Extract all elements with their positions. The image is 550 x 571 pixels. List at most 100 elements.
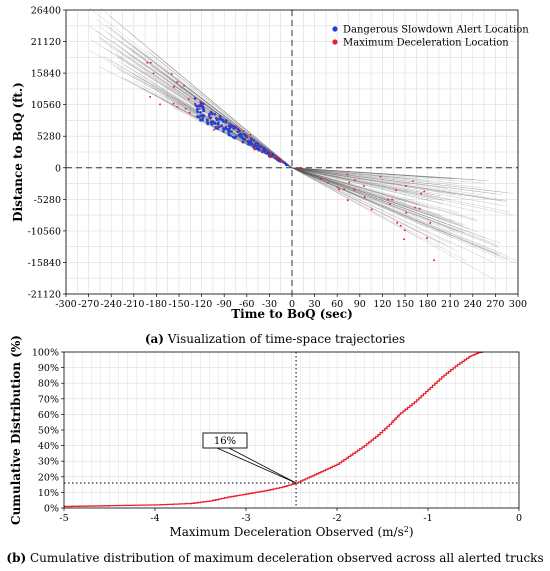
a-trajectory <box>99 66 420 180</box>
a-x-axis-label: Time to BoQ (sec) <box>231 307 353 321</box>
a-point-decel <box>235 125 238 128</box>
a-point-alert <box>255 147 258 151</box>
a-trajectory <box>120 37 486 239</box>
a-point-decel <box>149 61 152 64</box>
a-point-decel <box>403 238 406 241</box>
a-trajectory <box>163 60 495 244</box>
a-trajectory <box>144 53 455 222</box>
a-reference-lines <box>66 10 518 294</box>
a-point-alert <box>222 120 225 123</box>
a-x-tick-label: -240 <box>101 299 122 310</box>
a-x-tick-label: 270 <box>486 299 504 310</box>
a-point-decel <box>389 202 392 205</box>
b-x-ticks: -5 -4 -3 -2 -1 0 <box>59 508 522 524</box>
a-points <box>146 61 436 262</box>
a-trajectory <box>172 85 484 184</box>
a-point-decel <box>216 126 218 129</box>
a-point-alert <box>222 129 225 133</box>
a-y-tick-label: 15840 <box>31 69 61 80</box>
a-point-decel <box>396 221 399 224</box>
a-point-decel <box>423 190 426 193</box>
a-point-decel <box>403 229 406 232</box>
a-point-alert <box>208 114 211 117</box>
a-trajectory <box>150 50 482 214</box>
b-annotation-leader-2 <box>228 447 297 484</box>
a-point-alert <box>199 110 202 114</box>
a-point-decel <box>159 103 161 106</box>
b-cdf-line <box>64 351 484 508</box>
a-point-alert <box>205 118 209 122</box>
a-point-decel <box>405 185 408 187</box>
a-x-tick-label: 210 <box>441 299 459 310</box>
a-x-tick-label: 150 <box>396 299 414 310</box>
b-caption: (b) Cumulative distribution of maximum d… <box>6 551 543 565</box>
b-x-tick-label: -3 <box>241 513 250 524</box>
a-point-alert <box>224 120 228 124</box>
a-legend-label-decel: Maximum Deceleration Location <box>343 38 509 49</box>
a-point-alert <box>201 118 204 122</box>
a-point-decel <box>184 107 187 110</box>
a-trajectory <box>88 49 421 212</box>
a-legend-label-alert: Dangerous Slowdown Alert Location <box>343 25 529 36</box>
a-point-alert <box>225 127 228 130</box>
a-point-alert <box>227 131 231 135</box>
a-x-ticks: -300 -270 -240 -210 -180 -150 -120 -90 -60 -30 0 30… <box>55 294 527 310</box>
a-point-alert <box>271 153 274 157</box>
a-y-tick-label: 21120 <box>31 37 61 48</box>
a-x-tick-label: 0 <box>289 299 295 310</box>
a-point-alert <box>196 115 199 118</box>
b-x-tick-label: -4 <box>150 513 159 524</box>
a-point-decel <box>146 61 149 64</box>
a-x-tick-label: -90 <box>217 299 232 310</box>
b-annotation-text: 16% <box>214 436 236 447</box>
a-y-tick-label: -15840 <box>28 258 61 269</box>
a-point-decel <box>208 117 211 119</box>
a-point-alert <box>209 116 213 120</box>
a-point-decel <box>405 211 408 214</box>
b-y-tick-label: 80% <box>38 379 59 390</box>
a-point-decel <box>170 73 173 75</box>
a-point-decel <box>387 198 390 201</box>
b-x-tick-label: -2 <box>332 513 341 524</box>
a-point-decel <box>353 179 356 182</box>
b-annotation-leader-1 <box>216 447 297 484</box>
a-point-decel <box>246 141 249 144</box>
a-trajectory <box>178 85 440 216</box>
a-point-decel <box>183 84 186 87</box>
b-y-tick-label: 50% <box>38 426 59 437</box>
a-trajectory <box>96 30 476 220</box>
a-point-alert <box>194 104 197 107</box>
a-point-decel <box>275 158 278 161</box>
a-point-alert <box>240 132 243 136</box>
a-point-alert <box>234 135 238 139</box>
a-point-alert <box>247 143 250 146</box>
a-trajectory <box>124 50 416 212</box>
a-point-alert <box>210 123 214 126</box>
b-x-tick-label: -5 <box>59 513 68 524</box>
a-point-decel <box>275 155 278 158</box>
a-point-alert <box>202 107 206 111</box>
b-y-tick-label: 20% <box>38 472 59 483</box>
a-x-tick-label: -270 <box>78 299 99 310</box>
a-point-alert <box>196 107 199 111</box>
a-trajectory <box>122 26 409 193</box>
a-point-alert <box>243 133 246 136</box>
a-x-tick-label: -300 <box>55 299 76 310</box>
b-y-axis-label: Cumulative Distribution (%) <box>9 335 23 525</box>
a-point-decel <box>379 175 382 178</box>
a-point-decel <box>236 127 238 130</box>
a-point-decel <box>260 150 263 152</box>
a-point-alert <box>218 115 222 118</box>
a-trajectory <box>98 36 501 244</box>
a-point-alert <box>206 121 210 124</box>
a-point-decel <box>391 198 394 201</box>
a-point-decel <box>249 133 252 136</box>
a-point-decel <box>149 95 152 98</box>
a-point-decel <box>300 167 303 170</box>
a-point-alert <box>256 142 260 146</box>
a-point-decel <box>303 172 305 174</box>
a-point-decel <box>216 117 219 120</box>
a-point-decel <box>412 180 414 183</box>
a-point-decel <box>363 196 366 199</box>
